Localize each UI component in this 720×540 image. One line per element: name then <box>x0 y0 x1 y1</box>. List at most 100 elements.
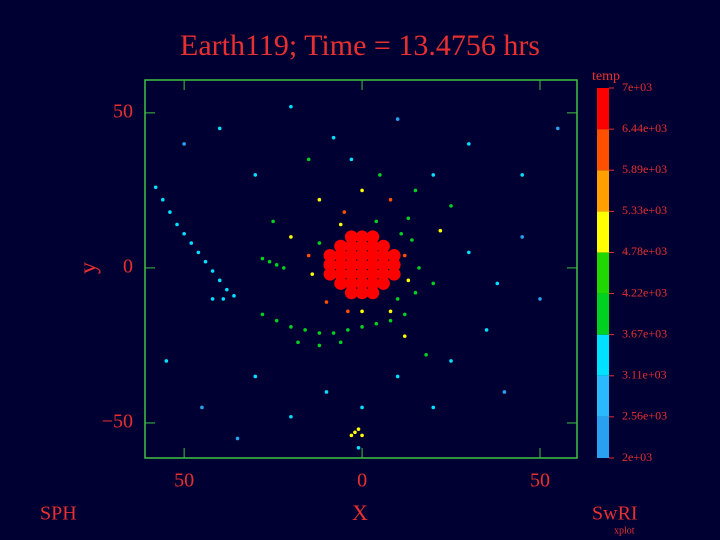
colorbar-tick-label: 4.22e+03 <box>622 285 667 299</box>
colorbar-band <box>597 211 609 253</box>
footer-left: SPH <box>40 503 77 525</box>
particle <box>467 142 471 146</box>
particle <box>334 239 348 253</box>
particle <box>253 173 258 177</box>
particle <box>323 258 337 272</box>
colorbar-band <box>597 252 609 294</box>
particle <box>424 352 428 357</box>
particle <box>323 249 337 263</box>
particle <box>399 232 404 236</box>
footer-right: SwRI <box>592 503 638 525</box>
particle <box>378 173 382 177</box>
particle <box>388 309 393 314</box>
particle <box>331 135 336 140</box>
particle <box>260 256 265 261</box>
particle <box>417 266 421 270</box>
particle <box>360 405 364 410</box>
particle <box>317 343 322 348</box>
colorbar-tick-label: 7e+03 <box>622 80 652 94</box>
x-axis-label: X <box>352 500 368 525</box>
particle <box>334 267 348 281</box>
particle <box>395 297 400 301</box>
particle <box>235 436 240 441</box>
particle <box>355 239 369 253</box>
particle <box>164 359 169 363</box>
particle <box>356 445 361 450</box>
particle <box>168 210 172 214</box>
particle <box>538 297 542 301</box>
particle <box>344 239 358 253</box>
particle <box>495 281 500 286</box>
particle <box>360 188 364 193</box>
particle <box>395 117 400 121</box>
particle <box>374 219 379 224</box>
colorbar-band <box>597 170 609 212</box>
colorbar-tick-label: 3.11e+03 <box>622 368 667 382</box>
particle <box>366 286 380 300</box>
particle <box>200 405 204 410</box>
particle <box>387 267 401 281</box>
particle <box>232 294 236 298</box>
particle <box>438 228 443 233</box>
particle <box>366 249 380 263</box>
particle <box>324 300 329 304</box>
particle <box>349 157 354 162</box>
particle <box>210 269 215 273</box>
particle <box>431 173 436 177</box>
x-tick-label: 50 <box>530 470 550 492</box>
particle <box>360 325 364 329</box>
particle <box>306 157 311 162</box>
particle <box>355 286 369 300</box>
particle <box>355 230 369 244</box>
colorbar-band <box>597 129 609 171</box>
particle <box>344 276 358 290</box>
y-tick-label: 50 <box>113 100 133 122</box>
particle <box>413 188 418 193</box>
colorbar-tick-label: 2e+03 <box>622 450 652 464</box>
particle <box>317 331 322 335</box>
colorbar-label: temp <box>592 69 620 84</box>
particle <box>349 433 354 438</box>
particle <box>406 216 411 221</box>
particle <box>366 239 380 253</box>
particle <box>502 390 507 394</box>
particle <box>355 258 369 272</box>
particle <box>196 250 201 255</box>
colorbar-band <box>597 293 609 335</box>
particle <box>289 104 293 109</box>
y-tick-label: 0 <box>123 256 133 278</box>
colorbar-tick-label: 3.67e+03 <box>622 326 667 340</box>
particle <box>334 249 348 263</box>
particle <box>431 405 436 410</box>
colorbar-tick-label: 2.56e+03 <box>622 409 667 423</box>
particle <box>289 325 293 329</box>
particle <box>449 359 453 363</box>
colorbar-tick-label: 5.89e+03 <box>622 162 667 176</box>
particle <box>360 433 364 438</box>
particle <box>274 263 279 267</box>
particle <box>217 126 222 131</box>
particle <box>484 328 489 332</box>
particle <box>449 204 453 208</box>
particle <box>366 258 380 272</box>
particle <box>289 235 293 239</box>
y-axis-label: y <box>76 262 102 274</box>
particle <box>346 309 350 314</box>
particle <box>355 249 369 263</box>
particle <box>317 197 322 202</box>
particle <box>366 230 380 244</box>
colorbar-tick-label: 5.33e+03 <box>622 203 667 217</box>
particle <box>217 278 222 283</box>
particle <box>346 328 350 332</box>
colorbar-band <box>597 375 609 417</box>
plot-frame <box>144 79 578 459</box>
particle <box>366 276 380 290</box>
particle <box>323 267 337 281</box>
particle <box>182 142 186 146</box>
particle <box>175 222 179 227</box>
particle <box>355 276 369 290</box>
particle <box>344 258 358 272</box>
particle <box>334 276 348 290</box>
